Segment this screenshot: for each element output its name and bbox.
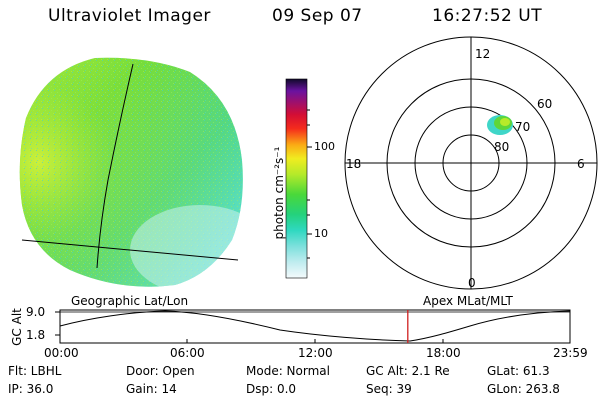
info-ip: IP: 36.0 — [8, 382, 54, 396]
mlt-label-0: 0 — [468, 276, 476, 290]
timeline-x-tick-1800: 18:00 — [426, 346, 461, 360]
timeline-x-tick-1200: 12:00 — [298, 346, 333, 360]
timeline-left-label: Geographic Lat/Lon — [71, 294, 189, 308]
colorbar-tick-100: 100 — [314, 140, 335, 153]
altitude-timeline — [55, 309, 571, 344]
timeline-right-label: Apex MLat/MLT — [423, 294, 513, 308]
info-door: Door: Open — [126, 364, 195, 378]
info-dsp: Dsp: 0.0 — [246, 382, 297, 396]
info-filter: Flt: LBHL — [8, 364, 62, 378]
polar-plot — [344, 36, 598, 290]
instrument-title: Ultraviolet Imager — [48, 6, 211, 26]
mlat-label-70: 70 — [515, 120, 531, 134]
info-gc-alt: GC Alt: 2.1 Re — [366, 364, 450, 378]
geographic-parallel-line — [21, 239, 239, 261]
observation-time: 16:27:52 UT — [432, 6, 543, 26]
info-seq: Seq: 39 — [366, 382, 412, 396]
mlt-label-18: 18 — [346, 157, 362, 171]
timeline-x-tick-0000: 00:00 — [44, 346, 79, 360]
info-glat: GLat: 61.3 — [487, 364, 550, 378]
colorbar — [285, 78, 312, 279]
colorbar-tick-10: 10 — [314, 227, 328, 240]
colorbar-unit-label: photon cm⁻²s⁻¹ — [272, 146, 286, 240]
mlat-label-80: 80 — [494, 140, 510, 154]
observation-date: 09 Sep 07 — [272, 6, 363, 26]
timeline-x-tick-0600: 06:00 — [170, 346, 205, 360]
timeline-x-tick-2359: 23:59 — [553, 346, 588, 360]
info-glon: GLon: 263.8 — [487, 382, 560, 396]
mlt-label-6: 6 — [577, 157, 585, 171]
timeline-y-tick-1-8: 1.8 — [26, 328, 46, 342]
timeline-y-axis-label: GC Alt — [10, 308, 24, 346]
mlt-label-12: 12 — [475, 47, 491, 61]
earth-disk-image — [19, 57, 243, 287]
info-mode: Mode: Normal — [246, 364, 330, 378]
mlat-label-60: 60 — [537, 97, 553, 111]
info-gain: Gain: 14 — [126, 382, 177, 396]
auroral-emission-spot — [487, 115, 513, 135]
geographic-meridian-line — [96, 63, 134, 269]
timeline-y-tick-9: 9.0 — [26, 305, 46, 319]
